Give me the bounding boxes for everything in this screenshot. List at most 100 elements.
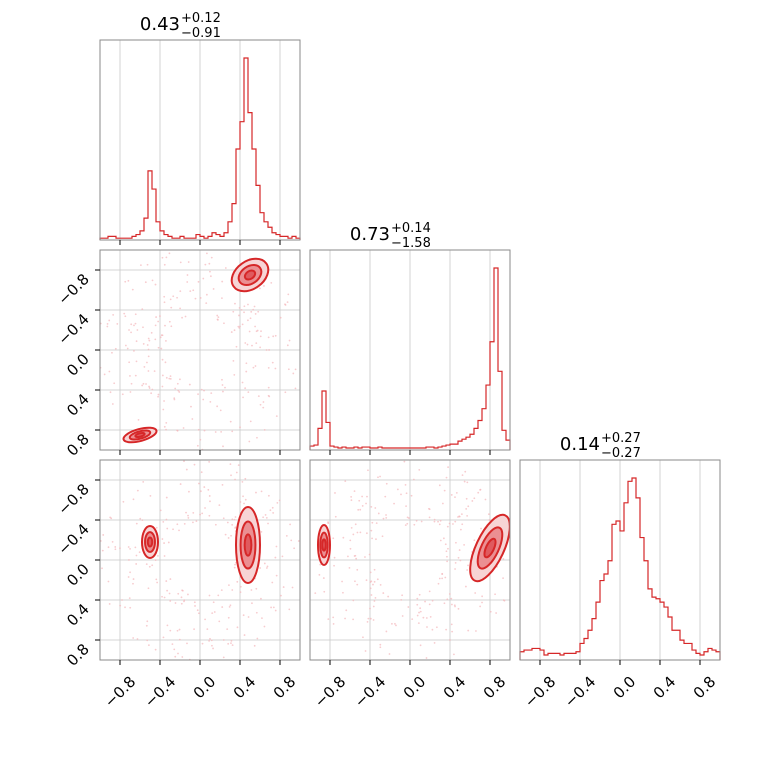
sample-point <box>233 329 236 332</box>
histogram-panel-2 <box>309 249 511 455</box>
sample-point <box>224 267 227 269</box>
sample-point <box>270 606 272 609</box>
sample-point <box>262 516 265 519</box>
sample-point <box>129 606 132 609</box>
sample-point <box>418 469 421 471</box>
sample-point <box>441 502 444 505</box>
sample-point <box>373 568 376 571</box>
y-tick-label: 0.0 <box>63 560 93 590</box>
sample-point <box>111 403 114 405</box>
sample-point <box>108 319 111 322</box>
sample-point <box>271 506 274 509</box>
sample-point <box>204 263 207 266</box>
sample-point <box>412 478 415 481</box>
sample-point <box>488 519 491 521</box>
sample-point <box>494 593 496 596</box>
sample-point <box>420 520 423 523</box>
sample-point <box>174 387 177 390</box>
sample-point <box>333 556 336 559</box>
sample-point <box>165 580 168 582</box>
sample-point <box>192 521 194 524</box>
sample-point <box>481 595 484 598</box>
sample-point <box>176 382 179 385</box>
x-tick-label: −0.4 <box>141 673 179 711</box>
sample-point <box>361 495 364 498</box>
sample-point <box>458 549 461 551</box>
sample-point <box>132 582 134 585</box>
sample-point <box>255 330 258 333</box>
sample-point <box>130 323 133 326</box>
sample-point <box>254 313 257 315</box>
sample-point <box>464 470 467 473</box>
sample-point <box>267 366 270 369</box>
contour-level-core <box>321 538 327 552</box>
sample-point <box>128 597 131 600</box>
sample-point <box>160 347 163 350</box>
sample-point <box>370 580 373 583</box>
sample-point <box>400 493 402 496</box>
sample-point <box>297 540 300 542</box>
sample-point <box>361 505 364 507</box>
sample-point <box>439 519 442 522</box>
sample-point <box>119 604 122 607</box>
sample-point <box>445 476 448 479</box>
sample-point <box>354 580 356 583</box>
sample-point <box>433 642 436 644</box>
sample-point <box>280 594 282 597</box>
sample-point <box>460 513 463 515</box>
sample-point <box>455 491 458 494</box>
sample-point <box>407 606 410 608</box>
sample-point <box>268 395 271 398</box>
panel-title-median: 0.73 <box>350 224 390 245</box>
sample-point <box>114 548 117 551</box>
sample-point <box>131 288 134 291</box>
sample-point <box>376 578 379 581</box>
sample-point <box>255 342 258 345</box>
sample-point <box>199 513 201 516</box>
sample-point <box>236 626 239 629</box>
sample-point <box>234 302 236 305</box>
sample-point <box>127 279 130 282</box>
sample-point <box>151 388 154 391</box>
sample-point <box>454 561 457 564</box>
sample-point <box>155 316 158 318</box>
sample-point <box>136 489 139 492</box>
sample-point <box>222 517 225 520</box>
sample-point <box>342 536 345 539</box>
sample-point <box>165 256 168 259</box>
sample-point <box>245 362 248 365</box>
sample-point <box>173 648 176 651</box>
sample-point <box>431 628 434 631</box>
sample-point <box>405 505 407 508</box>
sample-point <box>459 559 462 562</box>
sample-point <box>243 305 246 308</box>
sample-point <box>272 606 275 609</box>
sample-point <box>121 599 123 601</box>
sample-point <box>473 497 476 500</box>
sample-point <box>227 616 230 619</box>
sample-point <box>334 515 337 518</box>
panel-title-lower-error: −0.27 <box>601 446 641 461</box>
sample-point <box>374 507 377 509</box>
sample-point <box>435 626 438 629</box>
sample-point <box>224 386 226 389</box>
sample-point <box>169 600 172 602</box>
sample-point <box>345 609 348 612</box>
sample-point <box>177 652 179 655</box>
sample-point <box>218 620 221 623</box>
sample-point <box>450 623 453 626</box>
sample-point <box>185 468 188 471</box>
sample-point <box>201 642 204 645</box>
sample-point <box>367 469 369 472</box>
sample-point <box>231 518 234 521</box>
contour-panel-pair-3-2: −0.8 −0.4 0.0 0.4 0.8 <box>309 459 511 711</box>
sample-point <box>161 374 164 377</box>
sample-point <box>484 498 487 501</box>
sample-point <box>142 343 145 345</box>
sample-point <box>111 540 114 543</box>
sample-point <box>289 523 291 526</box>
sample-point <box>253 644 256 647</box>
sample-point <box>124 280 127 283</box>
histogram-line <box>519 477 721 660</box>
sample-point <box>355 557 358 560</box>
